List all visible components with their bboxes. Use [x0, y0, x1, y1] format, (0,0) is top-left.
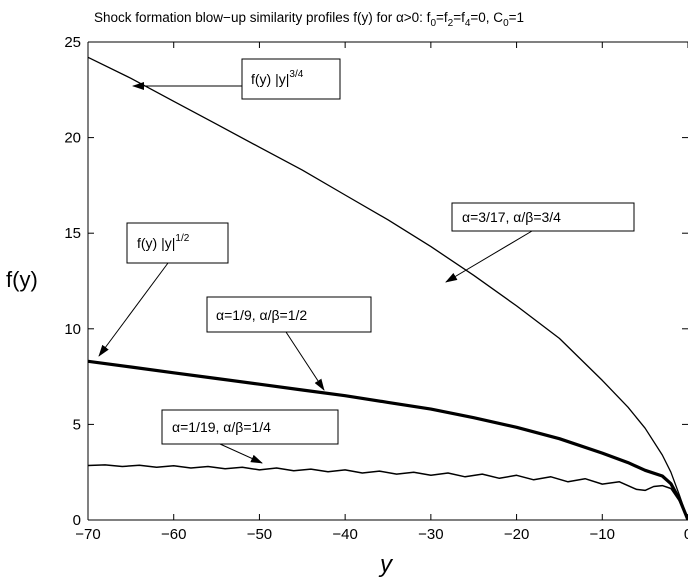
annotation-superscript: 3/4: [289, 69, 303, 80]
y-tick-label: 10: [64, 321, 81, 338]
annotation-box-three-quarter-power: f(y) |y|3/4: [241, 58, 341, 100]
y-axis-label: f(y): [6, 267, 38, 292]
annotation-box-alpha-1-9: α=1/9, α/β=1/2: [206, 296, 372, 333]
x-tick-label: −40: [332, 526, 357, 543]
y-tick-label: 20: [64, 130, 81, 147]
series-line-3: [88, 464, 688, 520]
annotation-text: f(y) |y|: [251, 71, 289, 87]
x-tick-label: −60: [161, 526, 186, 543]
annotation-arrow: [219, 443, 263, 464]
x-axis-label: y: [378, 551, 394, 578]
y-tick-label: 15: [64, 225, 81, 242]
series-line-1: [88, 56, 688, 520]
x-tick-label: 0: [684, 526, 688, 543]
y-tick-label: 5: [73, 416, 81, 433]
annotation-arrow: [98, 262, 169, 357]
annotation-box-alpha-3-17: α=3/17, α/β=3/4: [451, 202, 635, 232]
svg-text:α=1/19, α/β=1/4: α=1/19, α/β=1/4: [172, 419, 271, 435]
svg-text:f(y) |y|1/2: f(y) |y|1/2: [137, 233, 190, 251]
annotation-superscript: 1/2: [175, 233, 189, 244]
svg-text:α=3/17, α/β=3/4: α=3/17, α/β=3/4: [462, 209, 561, 225]
y-tick-label: 25: [64, 34, 81, 51]
x-tick-label: −20: [504, 526, 529, 543]
svg-text:α=1/9, α/β=1/2: α=1/9, α/β=1/2: [216, 307, 307, 323]
x-tick-label: −10: [590, 526, 615, 543]
svg-text:f(y) |y|3/4: f(y) |y|3/4: [251, 69, 304, 87]
annotation-text: f(y) |y|: [137, 235, 175, 251]
x-tick-label: −70: [75, 526, 100, 543]
y-tick-label: 0: [73, 512, 81, 529]
annotation-box-alpha-1-19: α=1/19, α/β=1/4: [161, 409, 339, 445]
x-tick-label: −30: [418, 526, 443, 543]
x-tick-label: −50: [247, 526, 272, 543]
chart-title: Shock formation blow−up similarity profi…: [94, 10, 524, 29]
annotation-arrow: [445, 230, 533, 283]
annotation-box-half-power: f(y) |y|1/2: [126, 222, 229, 264]
annotation-arrow: [285, 331, 325, 391]
series-line-2: [88, 359, 688, 520]
